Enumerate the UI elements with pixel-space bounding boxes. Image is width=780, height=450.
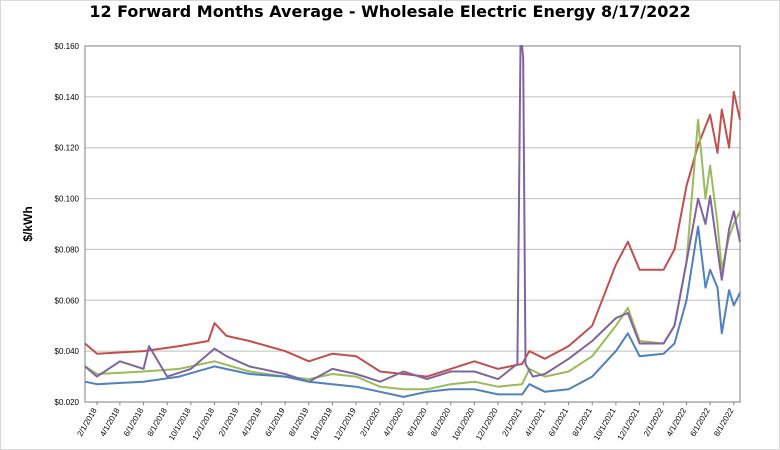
x-tick-label: 12/1/2019 — [332, 406, 358, 442]
x-tick-label: 2/1/2022 — [642, 406, 666, 438]
y-tick-labels: $0.020 $0.040 $0.060 $0.080 $0.100 $0.120 $0.1… — [55, 42, 80, 407]
x-tick-labels: 2/1/2018 4/1/2018 6/1/2018 8/1/201810/1/201… — [75, 402, 736, 442]
series-layer — [84, 45, 741, 398]
plot-area-border — [84, 45, 741, 403]
x-tick-label: 12/1/2021 — [616, 406, 642, 442]
x-tick-label: 10/1/2018 — [167, 406, 193, 442]
x-tick-label: 4/1/2020 — [382, 406, 406, 438]
x-tick-label: 8/1/2019 — [287, 406, 311, 438]
y-tick-label: $0.140 — [55, 93, 80, 102]
x-tick-label: 12/1/2020 — [474, 406, 500, 442]
x-tick-label: 6/1/2021 — [547, 406, 571, 438]
x-tick-label: 2/1/2021 — [500, 406, 524, 438]
y-tick-label: $0.120 — [55, 144, 80, 153]
x-tick-label: 4/1/2019 — [240, 406, 264, 438]
x-tick-label: 4/1/2022 — [665, 406, 689, 438]
y-tick-label: $0.040 — [55, 347, 80, 356]
x-tick-label: 8/1/2018 — [146, 406, 170, 438]
series-line-2 — [84, 118, 741, 391]
x-tick-label: 12/1/2018 — [191, 406, 217, 442]
y-tick-label: $0.100 — [55, 195, 80, 204]
grid-layer — [85, 45, 740, 403]
chart-title: 12 Forward Months Average - Wholesale El… — [89, 2, 691, 21]
x-tick-label: 6/1/2018 — [122, 406, 146, 438]
series-line-1 — [84, 90, 741, 378]
y-tick-label: $0.160 — [55, 42, 80, 51]
y-axis-label: $/kWh — [21, 206, 35, 241]
x-tick-label: 10/1/2021 — [592, 406, 618, 442]
x-tick-label: 2/1/2019 — [217, 406, 241, 438]
x-tick-label: 10/1/2020 — [450, 406, 476, 442]
x-tick-label: 4/1/2018 — [98, 406, 122, 438]
x-tick-label: 6/1/2022 — [689, 406, 713, 438]
x-tick-label: 8/1/2022 — [712, 406, 736, 438]
x-tick-label: 8/1/2021 — [571, 406, 595, 438]
x-tick-label: 2/1/2020 — [358, 406, 382, 438]
x-tick-label: 8/1/2020 — [429, 406, 453, 438]
series-line-4 — [84, 225, 741, 398]
y-tick-label: $0.080 — [55, 245, 80, 254]
x-tick-label: 10/1/2019 — [309, 406, 335, 442]
y-tick-label: $0.060 — [55, 296, 80, 305]
y-tick-label: $0.020 — [55, 398, 80, 407]
x-tick-label: 6/1/2019 — [263, 406, 287, 438]
x-tick-label: 2/1/2018 — [75, 406, 99, 438]
x-tick-label: 6/1/2020 — [405, 406, 429, 438]
x-tick-label: 4/1/2021 — [523, 406, 547, 438]
series-line-3 — [84, 45, 741, 383]
